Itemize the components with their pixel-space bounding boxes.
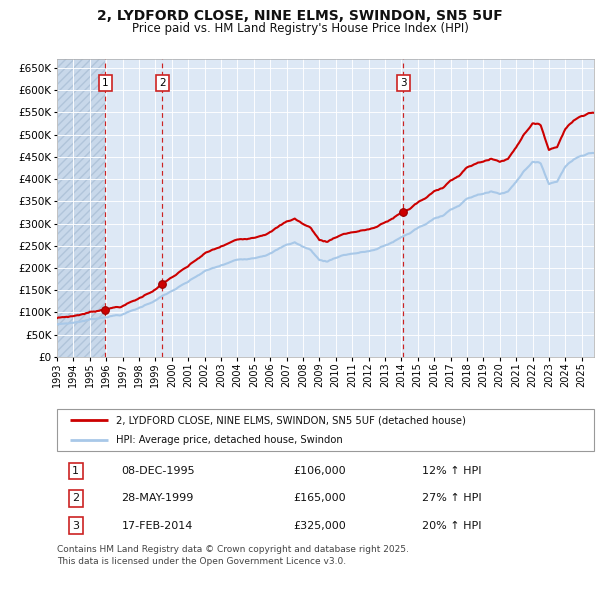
Text: 3: 3 bbox=[400, 78, 407, 88]
Text: Contains HM Land Registry data © Crown copyright and database right 2025.: Contains HM Land Registry data © Crown c… bbox=[57, 545, 409, 554]
Text: 3: 3 bbox=[72, 520, 79, 530]
Text: 1: 1 bbox=[102, 78, 109, 88]
Text: 1: 1 bbox=[72, 466, 79, 476]
Text: 08-DEC-1995: 08-DEC-1995 bbox=[121, 466, 195, 476]
Text: Price paid vs. HM Land Registry's House Price Index (HPI): Price paid vs. HM Land Registry's House … bbox=[131, 22, 469, 35]
Text: 2: 2 bbox=[159, 78, 166, 88]
Text: 2: 2 bbox=[72, 493, 79, 503]
Bar bbox=[57, 59, 105, 357]
Text: 20% ↑ HPI: 20% ↑ HPI bbox=[422, 520, 482, 530]
Text: £106,000: £106,000 bbox=[293, 466, 346, 476]
Bar bbox=[57, 59, 105, 357]
Text: 28-MAY-1999: 28-MAY-1999 bbox=[121, 493, 194, 503]
Text: HPI: Average price, detached house, Swindon: HPI: Average price, detached house, Swin… bbox=[116, 435, 343, 445]
Text: 2, LYDFORD CLOSE, NINE ELMS, SWINDON, SN5 5UF (detached house): 2, LYDFORD CLOSE, NINE ELMS, SWINDON, SN… bbox=[116, 415, 466, 425]
Text: 2, LYDFORD CLOSE, NINE ELMS, SWINDON, SN5 5UF: 2, LYDFORD CLOSE, NINE ELMS, SWINDON, SN… bbox=[97, 9, 503, 23]
Text: This data is licensed under the Open Government Licence v3.0.: This data is licensed under the Open Gov… bbox=[57, 557, 346, 566]
Text: 27% ↑ HPI: 27% ↑ HPI bbox=[422, 493, 482, 503]
Text: 12% ↑ HPI: 12% ↑ HPI bbox=[422, 466, 482, 476]
Text: £165,000: £165,000 bbox=[293, 493, 346, 503]
Text: 17-FEB-2014: 17-FEB-2014 bbox=[121, 520, 193, 530]
Text: £325,000: £325,000 bbox=[293, 520, 346, 530]
